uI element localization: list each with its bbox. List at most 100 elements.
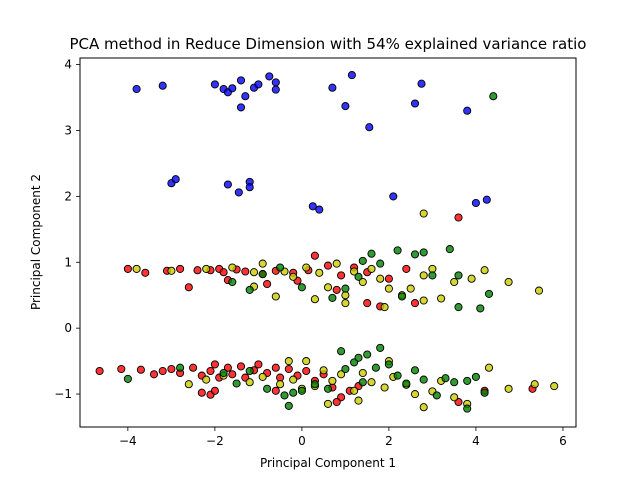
scatter-point-yellow bbox=[302, 357, 311, 366]
scatter-point-green bbox=[419, 248, 428, 257]
scatter-point-green bbox=[432, 391, 441, 400]
scatter-point-yellow bbox=[276, 380, 285, 389]
scatter-point-red bbox=[363, 299, 372, 308]
scatter-point-red bbox=[149, 370, 159, 379]
scatter-point-red bbox=[176, 264, 185, 273]
x-tick-label: 2 bbox=[385, 434, 393, 448]
points-layer bbox=[95, 71, 559, 413]
scatter-point-green bbox=[123, 374, 132, 383]
scatter-point-red bbox=[136, 365, 145, 374]
scatter-point-green bbox=[441, 374, 450, 383]
scatter-point-red bbox=[454, 213, 463, 222]
scatter-point-blue bbox=[271, 78, 280, 87]
scatter-point-red bbox=[158, 366, 167, 376]
x-tick-label: 4 bbox=[472, 434, 480, 448]
scatter-point-blue bbox=[271, 85, 280, 94]
scatter-point-red bbox=[117, 364, 126, 374]
scatter-point-green bbox=[371, 363, 380, 372]
scatter-point-yellow bbox=[315, 268, 324, 277]
scatter-point-yellow bbox=[228, 263, 237, 272]
scatter-point-green bbox=[341, 364, 350, 374]
scatter-point-red bbox=[332, 285, 341, 294]
scatter-point-green bbox=[428, 271, 437, 280]
scatter-point-green bbox=[176, 363, 185, 372]
scatter-point-green bbox=[480, 388, 489, 397]
scatter-point-red bbox=[284, 364, 293, 374]
scatter-point-red bbox=[402, 264, 411, 273]
scatter-point-blue bbox=[308, 202, 317, 211]
scatter-point-blue bbox=[132, 84, 141, 94]
x-tick-label: −2 bbox=[206, 434, 224, 448]
scatter-point-green bbox=[367, 249, 376, 258]
plot-frame bbox=[79, 57, 577, 428]
scatter-point-yellow bbox=[258, 259, 267, 268]
scatter-point-blue bbox=[241, 92, 250, 101]
y-tick-label: 1 bbox=[64, 255, 72, 269]
scatter-point-yellow bbox=[384, 284, 393, 293]
scatter-point-red bbox=[228, 370, 237, 379]
scatter-point-red bbox=[197, 388, 206, 397]
scatter-point-blue bbox=[245, 183, 254, 192]
scatter-point-yellow bbox=[504, 277, 513, 287]
scatter-point-blue bbox=[347, 71, 356, 80]
scatter-point-green bbox=[393, 246, 402, 255]
scatter-point-green bbox=[263, 384, 272, 393]
scatter-point-red bbox=[263, 279, 272, 289]
scatter-point-yellow bbox=[380, 303, 389, 312]
scatter-point-yellow bbox=[319, 366, 328, 375]
scatter-point-red bbox=[210, 360, 219, 369]
scatter-point-yellow bbox=[484, 363, 494, 372]
scatter-point-green bbox=[450, 378, 459, 387]
scatter-point-yellow bbox=[184, 380, 193, 389]
scatter-point-yellow bbox=[358, 277, 367, 287]
scatter-point-green bbox=[276, 263, 285, 272]
scatter-point-yellow bbox=[245, 378, 254, 387]
scatter-point-red bbox=[276, 373, 285, 382]
scatter-point-blue bbox=[365, 123, 374, 132]
x-tick-label: 0 bbox=[298, 434, 306, 448]
scatter-point-yellow bbox=[467, 274, 476, 283]
scatter-point-yellow bbox=[258, 372, 267, 381]
scatter-point-red bbox=[123, 264, 132, 273]
scatter-point-blue bbox=[210, 80, 219, 89]
scatter-point-green bbox=[454, 303, 463, 312]
scatter-point-green bbox=[245, 366, 254, 376]
scatter-point-blue bbox=[228, 84, 237, 93]
y-axis-label: Principal Component 2 bbox=[29, 174, 43, 310]
scatter-point-green bbox=[289, 388, 298, 397]
scatter-point-yellow bbox=[504, 384, 513, 393]
scatter-point-yellow bbox=[410, 390, 420, 399]
scatter-point-blue bbox=[265, 72, 274, 81]
scatter-point-yellow bbox=[419, 209, 428, 218]
y-tick-label: 4 bbox=[64, 58, 72, 72]
scatter-point-blue bbox=[315, 205, 324, 214]
scatter-point-green bbox=[484, 289, 494, 298]
scatter-point-red bbox=[210, 386, 219, 395]
scatter-point-green bbox=[354, 353, 363, 362]
scatter-point-yellow bbox=[337, 370, 346, 379]
scatter-point-green bbox=[376, 259, 385, 268]
scatter-point-blue bbox=[417, 79, 426, 88]
scatter-point-blue bbox=[471, 198, 480, 208]
scatter-point-green bbox=[384, 360, 393, 369]
scatter-point-blue bbox=[234, 188, 243, 197]
scatter-point-yellow bbox=[167, 266, 176, 275]
scatter-point-yellow bbox=[202, 264, 211, 273]
chart-title: PCA method in Reduce Dimension with 54% … bbox=[70, 35, 587, 53]
scatter-point-green bbox=[358, 378, 367, 387]
scatter-point-green bbox=[397, 292, 407, 301]
scatter-point-red bbox=[323, 261, 333, 270]
scatter-point-green bbox=[297, 386, 306, 395]
scatter-point-yellow bbox=[323, 283, 333, 292]
scatter-point-green bbox=[358, 256, 367, 265]
scatter-point-yellow bbox=[310, 295, 319, 304]
scatter-point-red bbox=[193, 266, 202, 275]
scatter-point-yellow bbox=[358, 368, 367, 378]
scatter-point-green bbox=[476, 304, 485, 313]
scatter-point-yellow bbox=[289, 272, 298, 281]
scatter-point-red bbox=[184, 283, 193, 292]
scatter-point-green bbox=[410, 366, 420, 375]
scatter-point-green bbox=[376, 343, 385, 352]
scatter-point-red bbox=[241, 267, 250, 276]
scatter-point-green bbox=[280, 391, 289, 400]
